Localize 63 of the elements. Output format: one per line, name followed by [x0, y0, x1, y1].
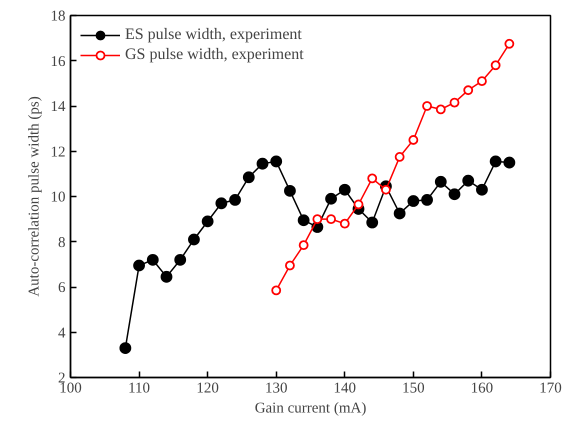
point — [448, 188, 460, 200]
point — [133, 260, 145, 272]
point — [215, 197, 228, 210]
point — [284, 184, 296, 197]
x-tick-label: 130 — [264, 380, 288, 396]
point — [340, 218, 350, 229]
point — [463, 85, 474, 96]
x-tick-label: 140 — [334, 380, 356, 396]
point — [422, 101, 432, 111]
point — [407, 195, 420, 207]
point — [285, 260, 295, 270]
point — [436, 104, 446, 114]
point — [325, 192, 337, 205]
point — [256, 158, 268, 170]
point — [312, 214, 322, 224]
y-tick-label: 16 — [50, 54, 66, 70]
legend-label: GS pulse width, experiment — [125, 46, 304, 64]
y-tick-label: 14 — [50, 99, 66, 115]
point — [271, 286, 282, 296]
y-tick-label: 10 — [50, 190, 66, 206]
point — [434, 176, 447, 188]
x-tick-label: 160 — [470, 380, 494, 396]
point — [202, 215, 214, 228]
point — [270, 156, 282, 168]
x-axis-title: Gain current (mA) — [254, 400, 366, 416]
point — [338, 184, 351, 196]
point — [476, 184, 488, 196]
y-tick-label: 8 — [58, 234, 66, 251]
point — [229, 194, 241, 206]
point — [354, 200, 364, 210]
point — [174, 254, 186, 266]
x-tick-label: 170 — [539, 380, 562, 396]
point — [146, 254, 159, 266]
point — [421, 194, 433, 206]
point — [477, 76, 487, 86]
x-tick-label: 120 — [196, 380, 219, 396]
point — [394, 208, 406, 220]
point — [462, 174, 474, 187]
point — [242, 171, 255, 184]
point — [298, 240, 309, 250]
x-tick-label: 110 — [128, 380, 150, 396]
point — [490, 156, 502, 168]
point — [394, 152, 405, 162]
point — [160, 270, 172, 283]
point — [366, 216, 378, 228]
point — [381, 184, 391, 195]
point — [408, 135, 418, 145]
y-tick-label: 6 — [58, 280, 66, 296]
point — [298, 214, 310, 226]
point — [450, 98, 460, 108]
y-tick-label: 18 — [50, 8, 66, 24]
point — [119, 342, 132, 354]
x-tick-label: 150 — [402, 380, 425, 396]
point — [326, 214, 336, 224]
point — [490, 60, 501, 70]
y-tick-label: 12 — [50, 144, 66, 160]
y-axis-title: Auto-correlation pulse width (ps) — [26, 96, 42, 297]
point — [504, 38, 514, 49]
point — [188, 234, 200, 246]
point — [367, 174, 378, 184]
point — [503, 156, 516, 168]
y-tick-label: 4 — [58, 325, 66, 342]
legend-label: ES pulse width, experiment — [125, 26, 302, 44]
